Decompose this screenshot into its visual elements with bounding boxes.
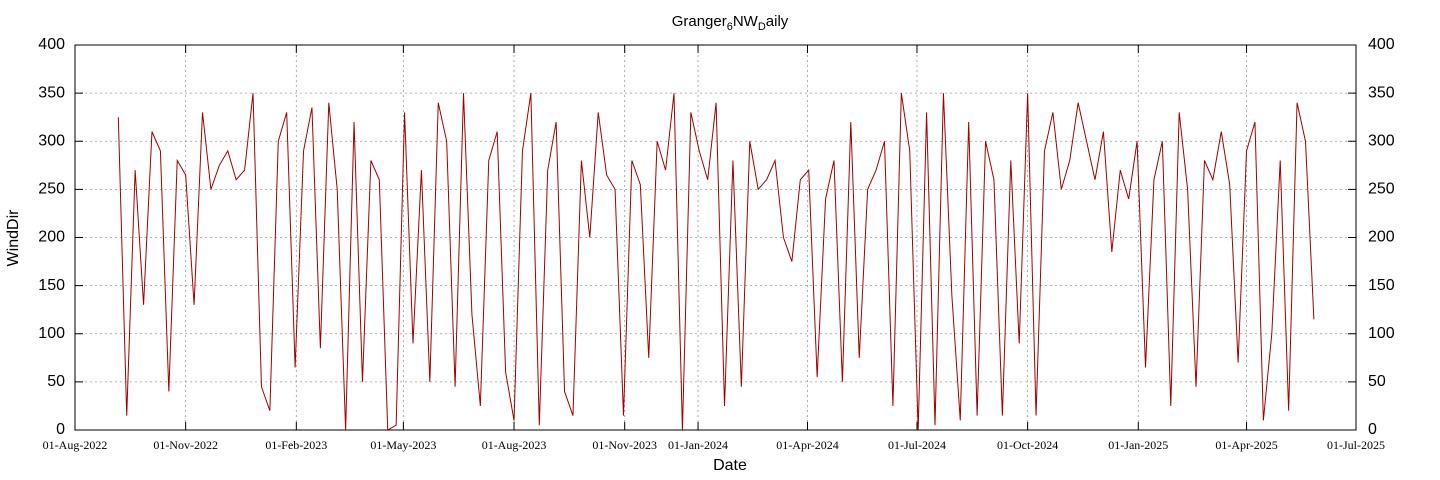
x-tick-label: 01-May-2023	[370, 438, 436, 452]
title-part: 6	[727, 21, 733, 33]
title-part: Granger	[672, 13, 727, 30]
y2-tick-label: 200	[1368, 229, 1395, 246]
y2-tick-label: 50	[1368, 373, 1386, 390]
y2-tick-label: 300	[1368, 132, 1395, 149]
chart-title: Granger6NWDaily	[672, 13, 789, 33]
y-tick-label: 400	[38, 36, 65, 53]
x-tick-label: 01-Aug-2022	[43, 438, 108, 452]
y-tick-label: 300	[38, 132, 65, 149]
x-axis-label: Date	[713, 457, 747, 474]
y2-tick-label: 350	[1368, 84, 1395, 101]
y-tick-label: 50	[47, 373, 65, 390]
y-tick-label: 100	[38, 325, 65, 342]
y2-tick-label: 100	[1368, 325, 1395, 342]
x-tick-label: 01-Jan-2024	[668, 438, 728, 452]
y-tick-label: 350	[38, 84, 65, 101]
x-tick-label: 01-Jan-2025	[1108, 438, 1168, 452]
y-axis-label: WindDir	[5, 209, 22, 267]
data-line	[117, 93, 1315, 431]
y2-tick-label: 250	[1368, 181, 1395, 198]
y2-tick-label: 150	[1368, 277, 1395, 294]
x-tick-label: 01-Nov-2022	[153, 438, 218, 452]
x-tick-label: 01-Feb-2023	[265, 438, 327, 452]
y-tick-label: 250	[38, 181, 65, 198]
x-tick-label: 01-Nov-2023	[592, 438, 657, 452]
x-tick-label: 01-Apr-2024	[776, 438, 838, 452]
title-part: D	[758, 21, 766, 33]
title-part: NW	[733, 13, 759, 30]
x-tick-label: 01-Aug-2023	[482, 438, 547, 452]
y2-tick-label: 0	[1368, 421, 1377, 438]
x-tick-label: 01-Jul-2024	[888, 438, 946, 452]
x-tick-label: 01-Oct-2024	[997, 438, 1058, 452]
y-tick-label: 200	[38, 229, 65, 246]
y-tick-label: 0	[56, 421, 65, 438]
x-tick-label: 01-Apr-2025	[1215, 438, 1277, 452]
x-tick-label: 01-Jul-2025	[1327, 438, 1385, 452]
title-part: aily	[766, 13, 789, 30]
plot-frame	[74, 44, 1357, 431]
y2-tick-label: 400	[1368, 36, 1395, 53]
y-tick-label: 150	[38, 277, 65, 294]
